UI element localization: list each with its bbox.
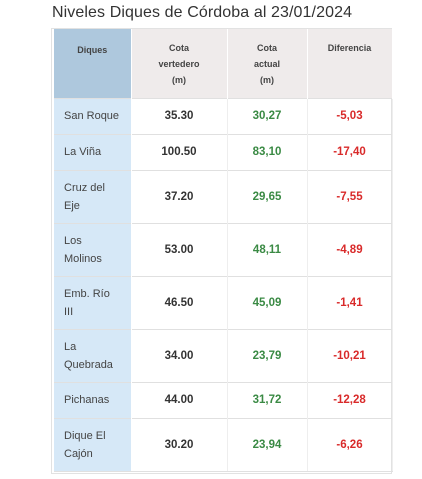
header-line: (m): [172, 75, 186, 85]
dam-name-cell: Emb. Río III: [54, 275, 132, 329]
header-line: (m): [260, 75, 274, 85]
table-row: San Roque 35.30 30,27 -5,03: [54, 97, 393, 134]
header-diques: Diques: [54, 29, 132, 98]
dam-name-cell: Los Molinos: [54, 222, 132, 276]
page-title: Niveles Diques de Córdoba al 23/01/2024: [52, 4, 353, 21]
dam-name-cell: Dique El Cajón: [54, 417, 132, 472]
table-header-row: Diques Cota vertedero (m) Cota actual (m…: [54, 29, 393, 98]
diferencia-cell: -12,28: [307, 381, 393, 418]
dam-name-line: Cajón: [64, 447, 93, 460]
dams-table: Diques Cota vertedero (m) Cota actual (m…: [54, 29, 393, 472]
dam-name-cell: La Quebrada: [54, 328, 132, 382]
header-line: Cota: [169, 43, 189, 53]
cota-actual-cell: 83,10: [227, 133, 308, 170]
diferencia-cell: -5,03: [307, 97, 393, 134]
table-row: Emb. Río III 46.50 45,09 -1,41: [54, 275, 393, 329]
header-diferencia: Diferencia: [307, 29, 393, 98]
cota-actual-cell: 31,72: [227, 381, 308, 418]
diferencia-cell: -4,89: [307, 222, 393, 276]
cota-actual-cell: 29,65: [227, 169, 308, 223]
dam-name-line: San Roque: [64, 110, 120, 122]
dam-name-line: III: [64, 305, 74, 318]
cota-actual-cell: 45,09: [227, 275, 308, 329]
dam-name-line: Molinos: [64, 252, 102, 265]
cota-actual-cell: 30,27: [227, 97, 308, 134]
dam-name-line: Dique El: [64, 429, 106, 442]
table-row: Dique El Cajón 30.20 23,94 -6,26: [54, 417, 393, 472]
diferencia-cell: -10,21: [307, 328, 393, 382]
dam-name-line: Eje: [64, 199, 80, 212]
dam-name-cell: Pichanas: [54, 381, 132, 418]
dam-name-line: Pichanas: [64, 394, 110, 406]
header-line: vertedero: [158, 59, 200, 69]
cota-vertedero-cell: 35.30: [131, 97, 228, 134]
table-row: La Quebrada 34.00 23,79 -10,21: [54, 328, 393, 382]
dam-name-line: Quebrada: [64, 358, 113, 371]
cota-vertedero-cell: 46.50: [131, 275, 228, 329]
header-line: Cota: [257, 43, 277, 53]
header-line: Diques: [77, 45, 108, 55]
dam-name-line: Los: [64, 234, 82, 247]
diferencia-cell: -17,40: [307, 133, 393, 170]
cota-vertedero-cell: 30.20: [131, 417, 228, 472]
cota-actual-cell: 48,11: [227, 222, 308, 276]
cota-vertedero-cell: 53.00: [131, 222, 228, 276]
cota-actual-cell: 23,79: [227, 328, 308, 382]
header-line: Diferencia: [327, 43, 372, 53]
dams-table-container: Diques Cota vertedero (m) Cota actual (m…: [51, 28, 393, 474]
dam-name-line: Emb. Río: [64, 287, 110, 300]
header-cota-vertedero: Cota vertedero (m): [131, 29, 228, 98]
cota-vertedero-cell: 100.50: [131, 133, 228, 170]
dam-name-cell: Cruz del Eje: [54, 169, 132, 223]
dam-name-cell: La Viña: [54, 133, 132, 170]
diferencia-cell: -7,55: [307, 169, 393, 223]
diferencia-cell: -1,41: [307, 275, 393, 329]
table-row: Los Molinos 53.00 48,11 -4,89: [54, 222, 393, 276]
dam-name-cell: San Roque: [54, 97, 132, 134]
cota-actual-cell: 23,94: [227, 417, 308, 472]
cota-vertedero-cell: 34.00: [131, 328, 228, 382]
cota-vertedero-cell: 44.00: [131, 381, 228, 418]
header-cota-actual: Cota actual (m): [227, 29, 308, 98]
cota-vertedero-cell: 37.20: [131, 169, 228, 223]
table-row: Pichanas 44.00 31,72 -12,28: [54, 381, 393, 418]
header-line: actual: [253, 59, 280, 69]
table-row: Cruz del Eje 37.20 29,65 -7,55: [54, 169, 393, 223]
diferencia-cell: -6,26: [307, 417, 393, 472]
dam-name-line: Cruz del: [64, 181, 105, 194]
table-row: La Viña 100.50 83,10 -17,40: [54, 133, 393, 170]
dam-name-line: La: [64, 340, 77, 353]
dam-name-line: La Viña: [64, 146, 102, 158]
